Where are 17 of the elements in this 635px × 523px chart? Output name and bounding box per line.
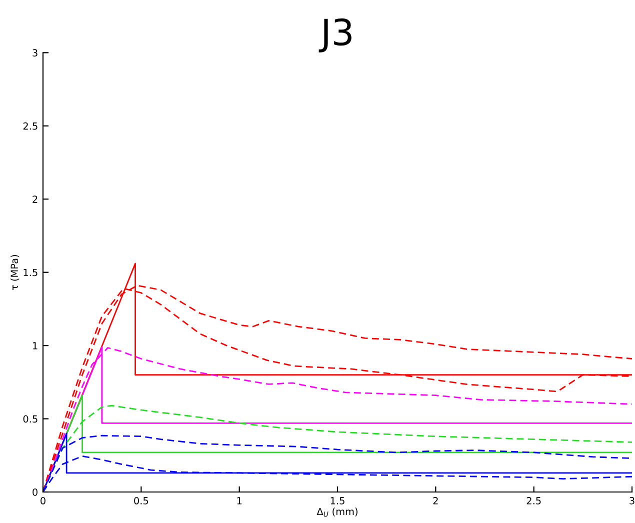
x-tick-label: 3 [630, 497, 634, 504]
y-tick-label: 0.5 [23, 415, 38, 423]
y-tick-label: 1.5 [24, 268, 38, 276]
chart-title: J3 [318, 18, 352, 52]
x-tick-label: 0 [40, 497, 46, 504]
y-tick-label: 1 [33, 342, 38, 350]
y-axis-title: τ (MPa) [10, 255, 20, 290]
y-tick-label: 2.5 [23, 122, 38, 130]
x-axis-title: Δ$_{U}$ (mm) [316, 508, 358, 517]
y-tick-label: 2 [32, 196, 38, 203]
x-tick-label: 0.5 [134, 497, 148, 504]
x-tick-label: 2.5 [526, 497, 541, 504]
x-tick-label: 1 [237, 497, 242, 504]
x-tick-label: 1.5 [330, 497, 344, 504]
x-tick-label: 2 [433, 497, 438, 504]
y-tick-label: 0 [32, 488, 38, 496]
y-tick-label: 3 [32, 49, 38, 57]
